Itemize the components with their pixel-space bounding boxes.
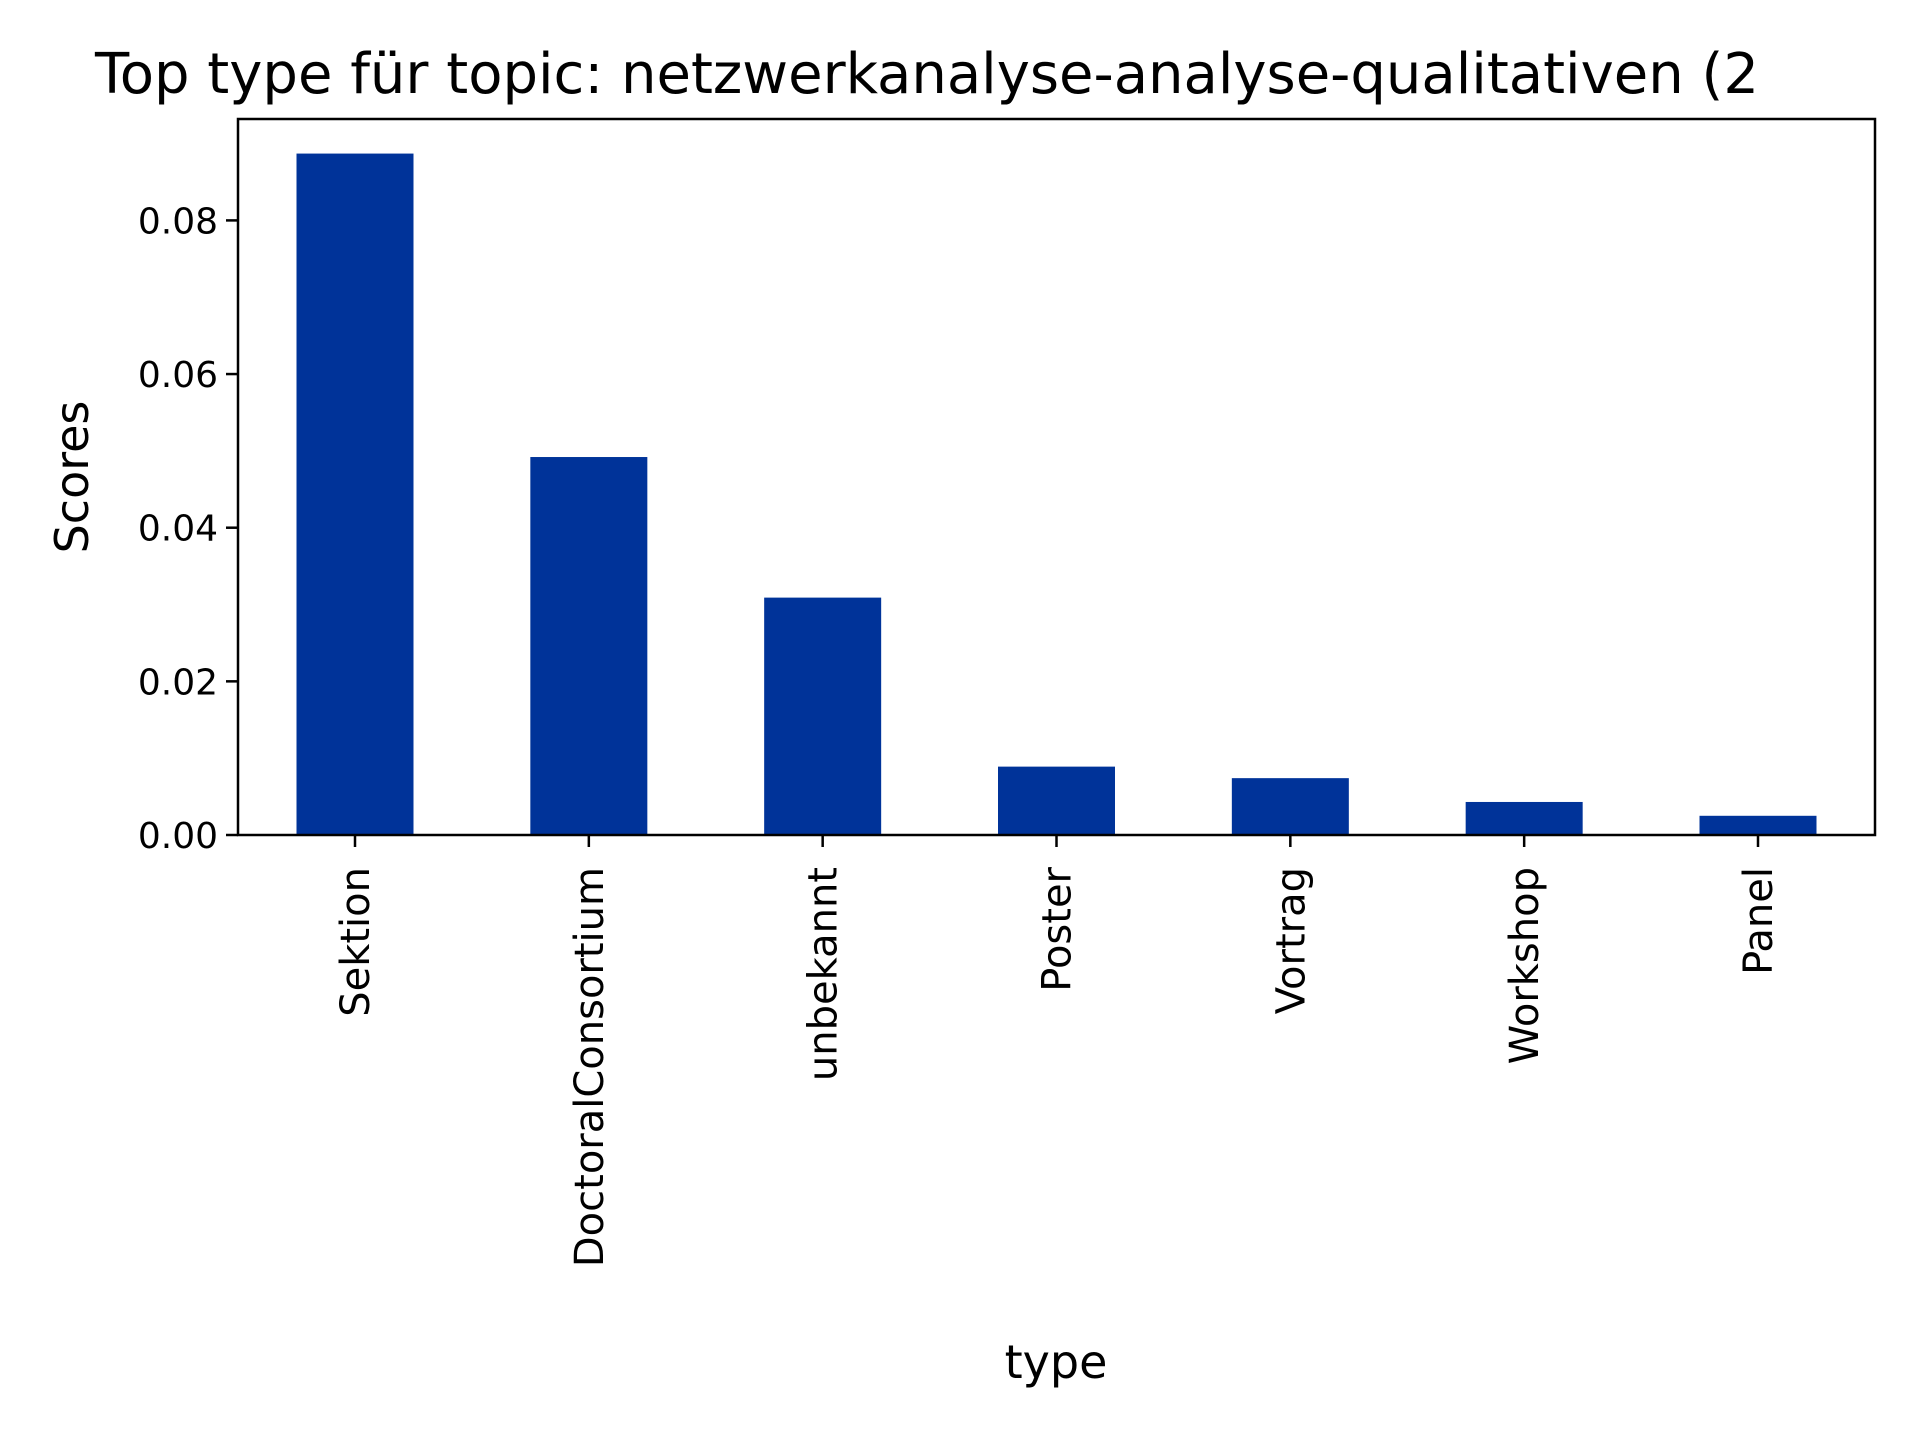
bar-doctoralconsortium [530,457,648,835]
bar-panel [1699,815,1817,835]
y-axis: 0.00 0.02 0.04 0.06 0.08 [138,201,238,857]
x-axis: Sektion DoctoralConsortium unbekannt Poster… [333,835,1782,1267]
x-tick-label: Sektion [333,867,379,1017]
x-axis-label: type [1005,1335,1108,1389]
bar-poster [998,766,1115,835]
y-tick-label: 0.08 [138,201,218,242]
plot-frame [236,117,1877,837]
y-axis-label: Scores [45,401,99,554]
x-tick-label: unbekannt [801,867,847,1081]
y-tick-label: 0.02 [138,662,218,703]
bar-unbekannt [764,597,882,835]
x-tick-label: DoctoralConsortium [567,867,613,1267]
y-tick-label: 0.04 [138,509,218,550]
bar-workshop [1465,801,1583,835]
x-tick-label: Poster [1035,866,1081,991]
bars-group [296,153,1817,836]
x-tick-label: Panel [1736,867,1782,975]
bar-vortrag [1231,778,1349,835]
x-tick-label: Vortrag [1268,867,1314,1014]
x-tick-label: Workshop [1502,867,1548,1064]
bar-sektion [296,153,414,836]
y-tick-label: 0.06 [138,355,218,396]
chart-title: Top type für topic: netzwerkanalyse-anal… [94,42,1759,107]
y-tick-label: 0.00 [138,816,218,857]
